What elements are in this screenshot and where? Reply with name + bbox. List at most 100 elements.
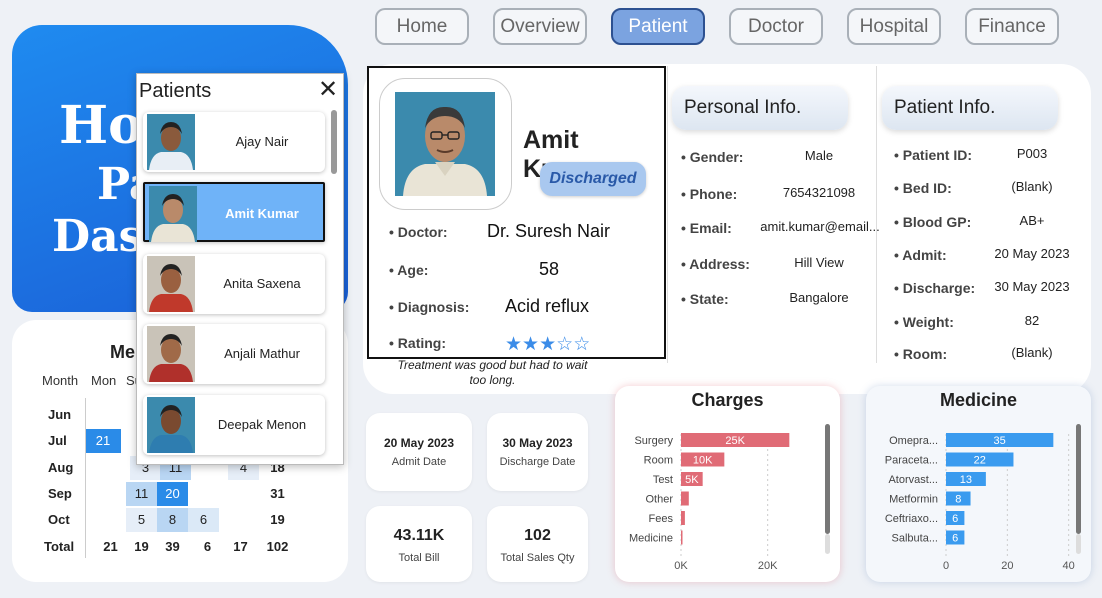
patient-info-label: • Room: (894, 346, 948, 362)
bar[interactable] (946, 511, 965, 525)
matrix-cell: 8 (157, 508, 188, 532)
patient-photo-frame (379, 78, 512, 210)
data-label: 5K (685, 474, 699, 486)
matrix-month-label: Aug (48, 460, 74, 475)
personal-info-label: • State: (681, 291, 729, 307)
patient-info-header: Patient Info. (882, 86, 1058, 130)
matrix-header-month: Month (42, 373, 79, 388)
avatar (147, 256, 195, 312)
bullet: • (894, 180, 903, 196)
bar[interactable] (946, 472, 986, 486)
patient-photo (395, 92, 495, 196)
chart-scrollbar[interactable] (1076, 424, 1081, 534)
patient-info-value: (Blank) (1011, 179, 1053, 194)
bar[interactable] (946, 433, 1054, 447)
total-sales-qty-card: 102 Total Sales Qty (487, 506, 588, 582)
chart-scrollbar-track (825, 534, 830, 554)
matrix-cell: 19 (134, 539, 149, 554)
patient-field-value: Dr. Suresh Nair (487, 221, 611, 241)
patient-field-value: 58 (539, 259, 560, 279)
patient-comment: Treatment was good but had to wait too l… (397, 358, 588, 387)
title-line-1: Ho (59, 95, 143, 156)
patient-slicer-name: Anita Saxena (223, 276, 301, 291)
close-icon[interactable]: ✕ (318, 76, 339, 103)
patient-info-value: (Blank) (1011, 345, 1053, 360)
patient-field-label: • Rating: (389, 335, 447, 351)
bar[interactable] (946, 491, 971, 506)
patient-slicer-item[interactable]: Ajay Nair (143, 112, 325, 172)
medicine-chart-title: Medicine (939, 390, 1018, 410)
personal-info-label: • Address: (681, 256, 750, 272)
patient-info-label: • Bed ID: (894, 180, 952, 196)
avatar (147, 326, 195, 382)
total-bill-label: Total Bill (398, 552, 440, 564)
nav-doctor-button[interactable]: Doctor (729, 8, 823, 45)
patient-info-value: AB+ (1019, 213, 1045, 228)
matrix-cell: 21 (103, 539, 118, 554)
star-filled-icon: ★ (522, 334, 540, 355)
category-label: Test (653, 474, 673, 486)
patient-info-value: 20 May 2023 (994, 246, 1070, 261)
personal-info-value: Male (804, 148, 834, 163)
matrix-total: 19 (270, 512, 285, 527)
chart-scrollbar[interactable] (825, 424, 830, 534)
status-badge: Discharged (540, 162, 646, 196)
bar[interactable] (681, 452, 725, 467)
bullet: • (681, 291, 690, 307)
matrix-title: Me (110, 342, 136, 362)
x-tick-label: 40 (1063, 560, 1075, 572)
data-label: 35 (994, 435, 1006, 447)
matrix-divider (85, 398, 86, 558)
bullet: • (389, 299, 398, 315)
bar[interactable] (681, 491, 689, 506)
panel-divider (876, 66, 877, 363)
patient-field-label: • Doctor: (389, 224, 448, 240)
bullet: • (681, 186, 690, 202)
x-tick-label: 20 (1001, 560, 1013, 572)
patient-slicer-name: Anjali Mathur (224, 346, 300, 361)
matrix-cell: 6 (188, 508, 219, 532)
data-label: 8 (955, 494, 961, 506)
bullet: • (681, 149, 690, 165)
personal-info-value: amit.kumar@email... (760, 219, 880, 234)
personal-info-header: Personal Info. (672, 86, 848, 130)
avatar (149, 186, 197, 242)
nav-overview-button[interactable]: Overview (493, 8, 587, 45)
patient-info-label: • Weight: (894, 314, 954, 330)
matrix-cell: 6 (203, 539, 212, 554)
personal-info-value: Bangalore (789, 290, 849, 305)
star-empty-icon: ☆ (573, 334, 591, 355)
matrix-row: Sep 11 20 31 (0, 481, 336, 507)
patient-slicer-item[interactable]: Deepak Menon (143, 395, 325, 455)
bar[interactable] (681, 472, 703, 486)
bar[interactable] (946, 452, 1014, 467)
slicer-scrollbar[interactable] (331, 110, 337, 174)
category-label: Metformin (889, 494, 938, 506)
patient-field-value: Acid reflux (505, 296, 590, 316)
bar[interactable] (681, 511, 685, 525)
matrix-row: Total 21 19 39 6 17 102 (0, 534, 336, 560)
patient-info-value: 82 (1024, 313, 1040, 328)
data-label: 6 (952, 533, 958, 545)
bar[interactable] (681, 530, 683, 545)
nav-patient-button[interactable]: Patient (611, 8, 705, 45)
patient-info-label: • Blood GP: (894, 214, 972, 230)
data-label: 25K (725, 435, 745, 447)
nav-finance-button[interactable]: Finance (965, 8, 1059, 45)
patient-info-value: P003 (1016, 146, 1048, 161)
nav-home-button[interactable]: Home (375, 8, 469, 45)
avatar (147, 397, 195, 453)
x-tick-label: 20K (758, 560, 778, 572)
bar[interactable] (946, 530, 965, 545)
patient-slicer-name: Ajay Nair (235, 134, 289, 149)
patient-slicer-item[interactable]: Amit Kumar (143, 182, 325, 242)
patient-slicer-item[interactable]: Anita Saxena (143, 254, 325, 314)
nav-hospital-button[interactable]: Hospital (847, 8, 941, 45)
total-sales-qty-value: 102 (524, 527, 551, 544)
star-filled-icon: ★ (539, 334, 557, 355)
matrix-month-label: Oct (48, 512, 70, 527)
patient-slicer-item[interactable]: Anjali Mathur (143, 324, 325, 384)
bar[interactable] (681, 433, 790, 447)
title-line-3: Das (52, 211, 144, 262)
charges-chart-plot: 0K 20K Surgery 25K Room 10K Test 5K Other Fees Med… (629, 424, 830, 572)
